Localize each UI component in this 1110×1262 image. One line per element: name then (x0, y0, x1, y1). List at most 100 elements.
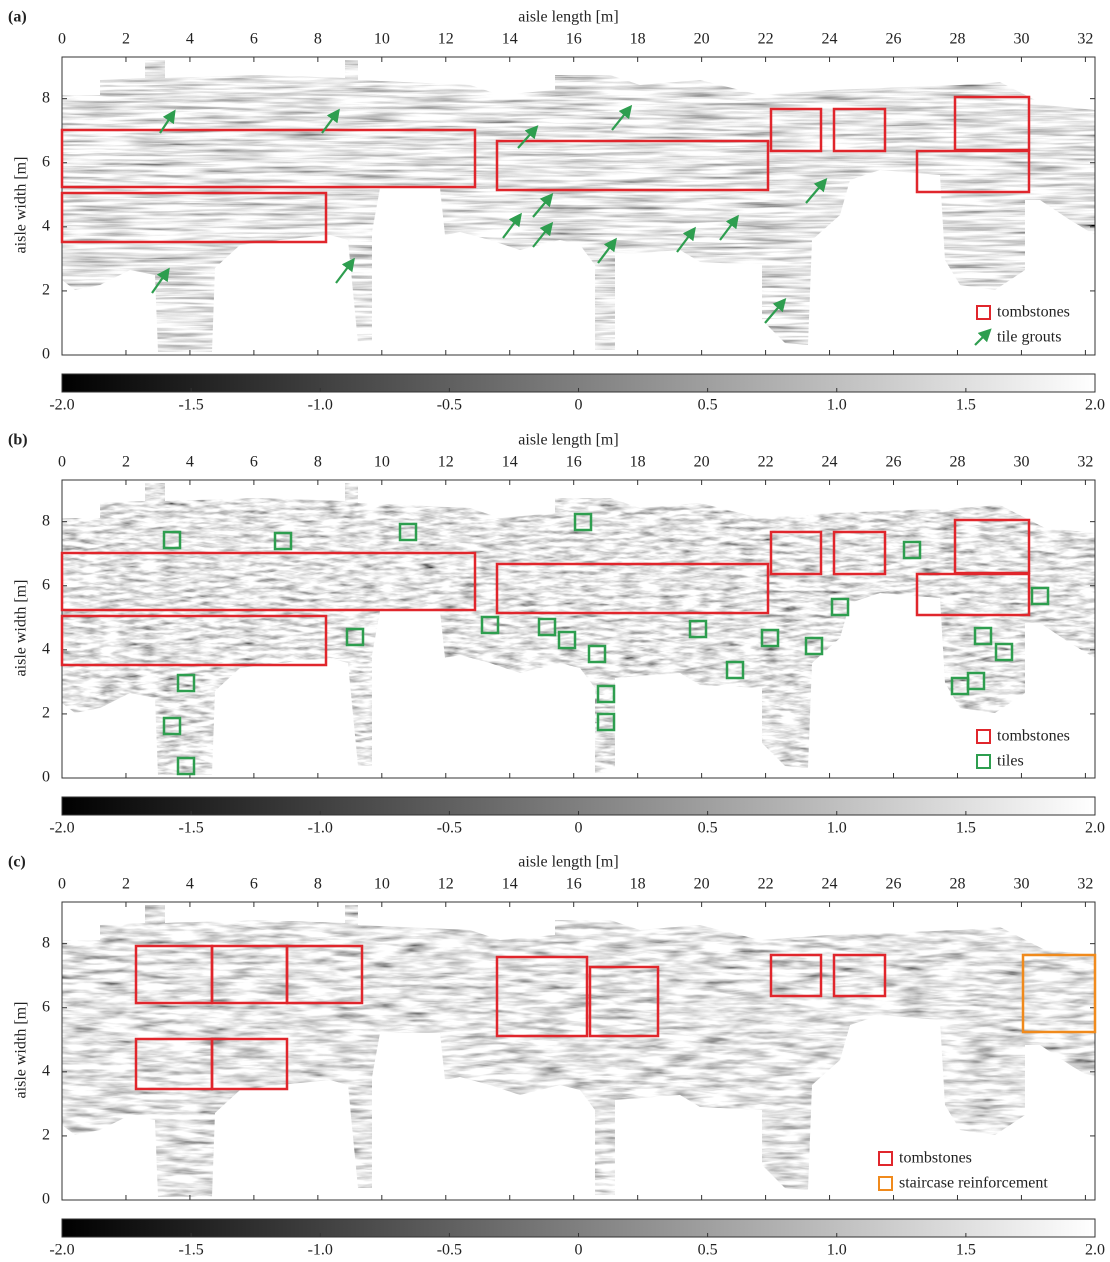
annotation-box (60, 128, 477, 189)
annotation-box (973, 626, 993, 646)
x-tick-label: 18 (630, 31, 646, 48)
x-tick-label: 4 (186, 876, 194, 893)
colorbar-tick-label: 2.0 (1085, 397, 1105, 414)
x-tick-label: 14 (502, 454, 518, 471)
x-tick-label: 8 (314, 454, 322, 471)
annotation-box (915, 149, 1031, 194)
x-axis-label: aisle length [m] (518, 432, 618, 449)
x-tick-label: 14 (502, 31, 518, 48)
annotation-box (769, 530, 823, 576)
colorbar-tick-label: -1.0 (308, 820, 333, 837)
annotation-box (495, 139, 770, 192)
colorbar-tick-label: -2.0 (49, 397, 74, 414)
y-tick-label: 4 (42, 640, 50, 657)
x-tick-label: 26 (886, 876, 902, 893)
x-tick-label: 8 (314, 876, 322, 893)
annotation-arrow (159, 109, 176, 134)
colorbar-tick-label: -0.5 (437, 397, 462, 414)
x-tick-label: 4 (186, 454, 194, 471)
x-tick-label: 20 (694, 876, 710, 893)
colorbar-tick-label: 0.5 (698, 397, 718, 414)
x-tick-label: 16 (566, 876, 582, 893)
annotation-box (769, 107, 823, 153)
annotation-box (273, 531, 293, 551)
annotation-box (760, 628, 780, 648)
annotation-box (596, 712, 616, 732)
y-tick-label: 0 (42, 1191, 50, 1208)
annotation-box (830, 597, 850, 617)
x-tick-label: 24 (822, 31, 838, 48)
x-tick-label: 4 (186, 31, 194, 48)
panel-label: (a) (8, 9, 27, 26)
annotation-arrow (502, 212, 522, 239)
y-tick-label: 0 (42, 346, 50, 363)
annotation-box (495, 562, 770, 615)
y-axis-label: aisle width [m] (13, 157, 30, 254)
colorbar-tick-label: -1.5 (178, 1242, 203, 1259)
colorbar-tick-label: 2.0 (1085, 1242, 1105, 1259)
annotation-box (398, 522, 418, 542)
y-tick-label: 4 (42, 217, 50, 234)
x-tick-label: 28 (949, 454, 965, 471)
x-tick-label: 28 (949, 31, 965, 48)
annotation-box (769, 953, 823, 998)
annotation-box (60, 551, 477, 612)
x-tick-label: 24 (822, 876, 838, 893)
legend-box (878, 1176, 893, 1191)
x-tick-label: 16 (566, 454, 582, 471)
annotation-box (1030, 586, 1050, 606)
gpr-map (62, 60, 1095, 352)
annotation-box (176, 673, 196, 693)
x-tick-label: 28 (949, 876, 965, 893)
annotation-box (596, 684, 616, 704)
annotation-box (60, 191, 328, 244)
colorbar-tick-label: -1.0 (308, 397, 333, 414)
y-tick-label: 0 (42, 769, 50, 786)
x-tick-label: 0 (58, 31, 66, 48)
x-tick-label: 32 (1077, 454, 1093, 471)
y-tick-label: 2 (42, 705, 50, 722)
annotation-box (587, 644, 607, 664)
y-tick-label: 8 (42, 89, 50, 106)
x-axis-label: aisle length [m] (518, 9, 618, 26)
x-tick-label: 20 (694, 31, 710, 48)
x-tick-label: 10 (374, 454, 390, 471)
annotation-box (537, 617, 557, 637)
x-tick-label: 32 (1077, 31, 1093, 48)
gpr-map (62, 483, 1095, 775)
panel: (b) aisle length [m]aisle width [m]0 2 4 6 8 1… (8, 432, 1105, 837)
y-tick-label: 8 (42, 934, 50, 951)
x-tick-label: 20 (694, 454, 710, 471)
colorbar-tick-label: 1.0 (827, 1242, 847, 1259)
y-tick-label: 6 (42, 153, 50, 170)
x-tick-label: 8 (314, 31, 322, 48)
x-tick-label: 14 (502, 876, 518, 893)
annotation-box (495, 955, 589, 1038)
annotation-arrow (517, 125, 539, 149)
annotation-arrow (335, 257, 355, 284)
x-tick-label: 26 (886, 31, 902, 48)
legend-label: tile grouts (997, 329, 1061, 346)
colorbar-tick-label: -1.5 (178, 397, 203, 414)
legend-box (976, 729, 991, 744)
x-tick-label: 0 (58, 876, 66, 893)
x-tick-label: 12 (438, 876, 454, 893)
colorbar-tick-label: -2.0 (49, 820, 74, 837)
y-tick-label: 2 (42, 282, 50, 299)
legend-box (976, 305, 991, 320)
colorbar-tick-label: 1.0 (827, 397, 847, 414)
x-tick-label: 6 (250, 454, 258, 471)
colorbar-tick-label: 1.5 (956, 1242, 976, 1259)
annotation-box (994, 642, 1014, 662)
annotation-arrow (321, 108, 340, 134)
panel-label: (b) (8, 432, 28, 449)
annotation-box (60, 614, 328, 667)
legend-label: tombstones (997, 304, 1070, 321)
x-tick-label: 26 (886, 454, 902, 471)
colorbar-tick-label: 0 (575, 820, 583, 837)
annotation-arrow (151, 267, 170, 294)
colorbar-tick-label: -0.5 (437, 820, 462, 837)
legend-label: tiles (997, 753, 1024, 770)
annotation-arrow (719, 214, 739, 241)
